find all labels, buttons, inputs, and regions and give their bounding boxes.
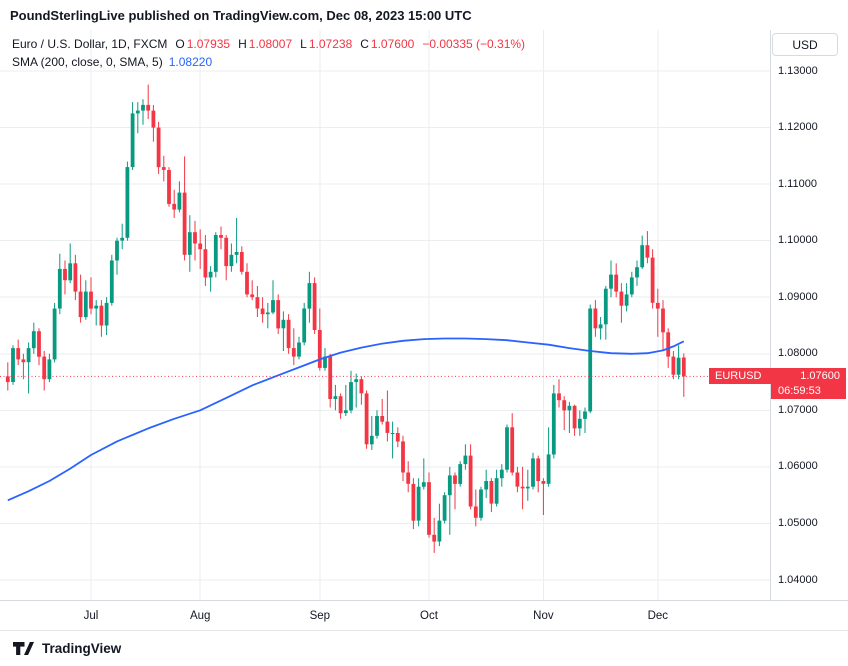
price-tick-label: 1.13000 <box>778 64 818 77</box>
time-tick-label: Nov <box>533 610 554 622</box>
grid-lines <box>0 30 770 600</box>
time-tick-label: Aug <box>189 610 211 622</box>
currency-toggle-usd[interactable]: USD <box>772 33 838 56</box>
time-tick-label: Dec <box>647 610 669 622</box>
footer: TradingView <box>0 630 848 666</box>
ohlc-open-value: 1.07935 <box>186 37 231 51</box>
change-value: −0.00335 (−0.31%) <box>422 37 526 51</box>
symbol-legend-row: Euro / U.S. Dollar, 1D, FXCM O 1.07935 H 1.0… <box>12 35 525 53</box>
price-tick-label: 1.10000 <box>778 234 818 247</box>
banner-text: PoundSterlingLive published on TradingVi… <box>10 7 472 23</box>
ohlc-high-label: H <box>238 37 247 51</box>
candles <box>5 84 686 553</box>
countdown-value: 06:59:53 <box>778 385 821 398</box>
symbol-title: Euro / U.S. Dollar, 1D, FXCM <box>12 37 168 51</box>
sma-200-line <box>7 337 685 502</box>
price-tick-label: 1.05000 <box>778 516 818 529</box>
sma-indicator-label: SMA (200, close, 0, SMA, 5) <box>12 55 163 69</box>
ohlc-low-label: L <box>300 37 307 51</box>
price-axis[interactable]: 1.13000 1.12000 1.11000 1.10000 1.09000 1.080… <box>770 30 848 600</box>
ohlc-low-value: 1.07238 <box>308 37 353 51</box>
time-tick-label: Jul <box>83 610 99 622</box>
price-tag-symbol: EURUSD <box>715 369 762 382</box>
price-tick-label: 1.12000 <box>778 121 818 134</box>
price-chart-canvas[interactable] <box>0 30 770 600</box>
price-tick-label: 1.04000 <box>778 573 818 586</box>
chart-area: Euro / U.S. Dollar, 1D, FXCM O 1.07935 H 1.0… <box>0 30 848 630</box>
bar-countdown: 06:59:53 <box>771 383 846 399</box>
ohlc-high-value: 1.08007 <box>248 37 293 51</box>
time-tick-label: Sep <box>309 610 331 622</box>
price-tick-label: 1.09000 <box>778 290 818 303</box>
time-axis[interactable]: Jul Aug Sep Oct Nov Dec <box>0 600 848 630</box>
current-price-tag: EURUSD 1.07600 <box>709 367 846 384</box>
chart-legend: Euro / U.S. Dollar, 1D, FXCM O 1.07935 H 1.0… <box>12 35 525 71</box>
ohlc-close-value: 1.07600 <box>370 37 415 51</box>
tradingview-logo-icon[interactable] <box>13 642 34 655</box>
ohlc-open-label: O <box>175 37 185 51</box>
tradingview-wordmark[interactable]: TradingView <box>42 641 122 656</box>
attribution-banner: PoundSterlingLive published on TradingVi… <box>0 0 848 30</box>
price-tick-label: 1.11000 <box>778 177 817 190</box>
price-tick-label: 1.06000 <box>778 460 818 473</box>
sma-indicator-value: 1.08220 <box>168 55 213 69</box>
ohlc-close-label: C <box>360 37 369 51</box>
price-tick-label: 1.07000 <box>778 403 818 416</box>
time-tick-label: Oct <box>420 610 438 622</box>
price-tick-label: 1.08000 <box>778 347 818 360</box>
price-tag-price: 1.07600 <box>800 369 840 382</box>
indicator-legend-row: SMA (200, close, 0, SMA, 5) 1.08220 <box>12 53 525 71</box>
